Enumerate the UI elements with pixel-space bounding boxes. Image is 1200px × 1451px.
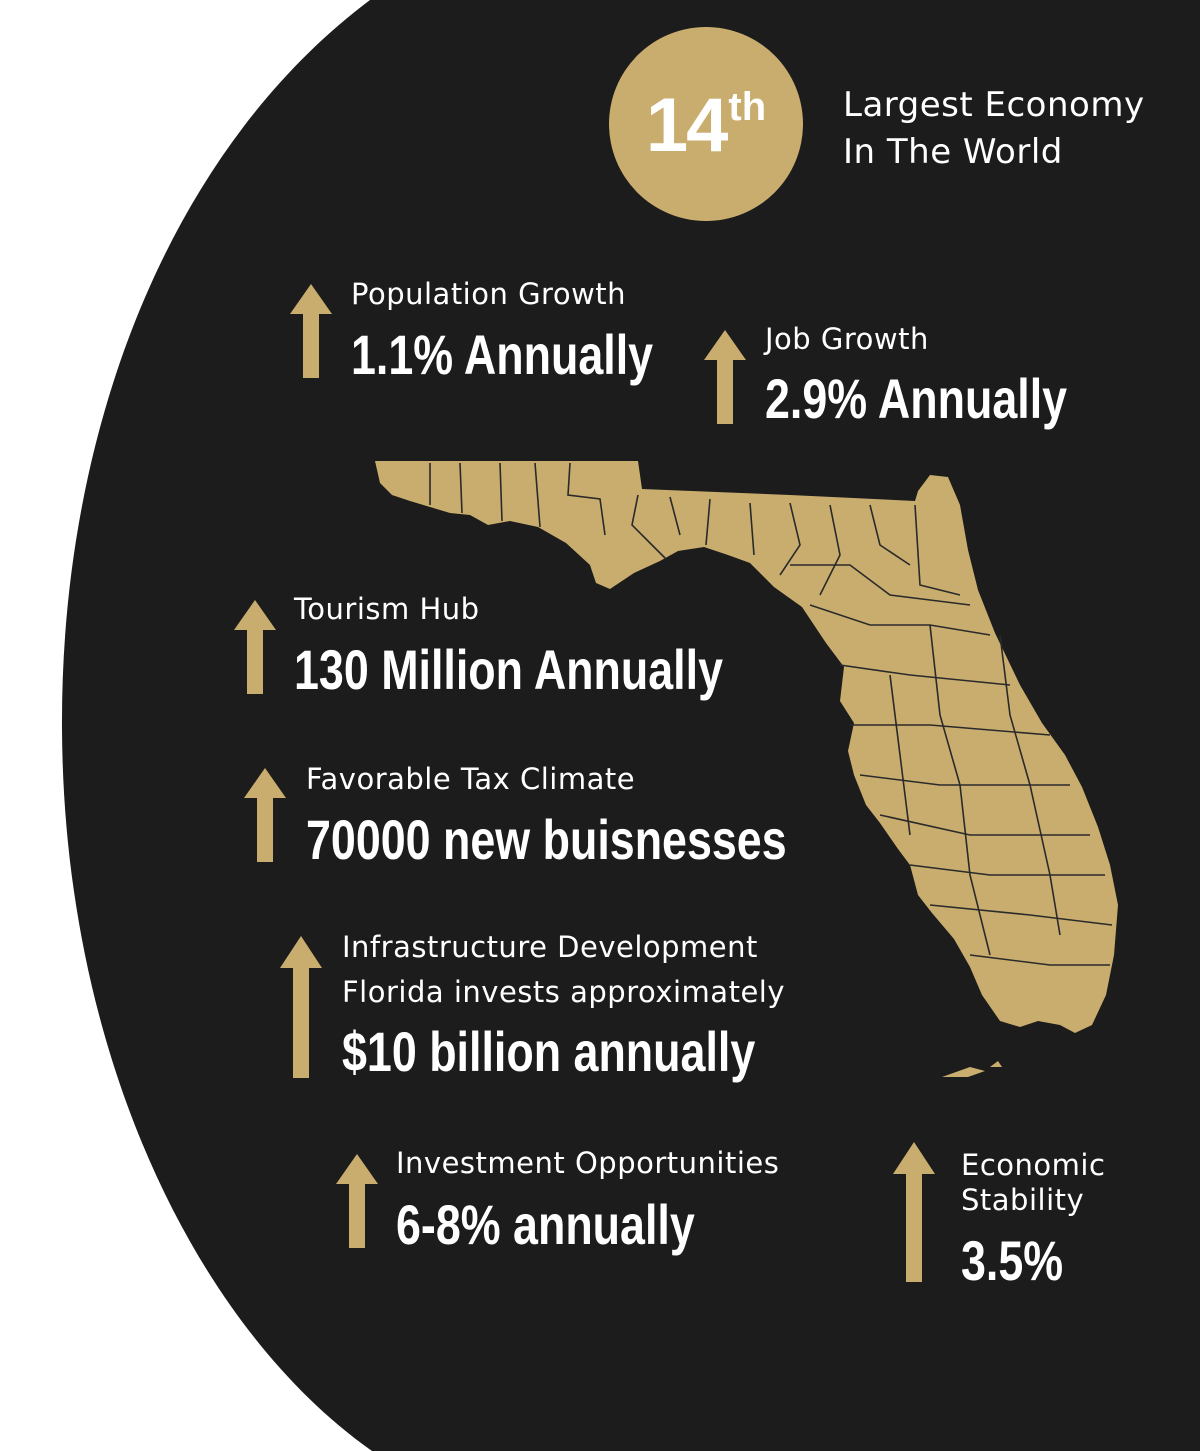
arrow-up-icon — [244, 768, 286, 862]
arrow-up-icon — [893, 1142, 935, 1282]
florida-map-icon — [375, 461, 1118, 1077]
infrastructure-sublabel: Florida invests approximately — [342, 975, 786, 1009]
rank-suffix: th — [728, 85, 767, 129]
rank-badge: 14 th — [609, 27, 803, 221]
infrastructure-label: Infrastructure Development — [342, 930, 758, 964]
population-value: 1.1% Annually — [351, 323, 654, 386]
arrow-up-icon — [234, 600, 276, 694]
arrow-up-icon — [290, 284, 332, 378]
arrow-up-icon — [280, 936, 322, 1078]
jobs-value: 2.9% Annually — [765, 367, 1068, 430]
tourism-label: Tourism Hub — [294, 592, 480, 626]
tax-label: Favorable Tax Climate — [306, 762, 636, 796]
stability-label-line-2: Stability — [961, 1183, 1085, 1217]
tax-value: 70000 new buisnesses — [306, 808, 787, 871]
stability-label-line-1: Economic — [961, 1148, 1106, 1182]
rank-number: 14 — [645, 83, 729, 168]
headline-line-1: Largest Economy — [843, 85, 1145, 125]
arrow-up-icon — [336, 1154, 378, 1248]
headline-line-2: In The World — [843, 132, 1063, 172]
population-label: Population Growth — [351, 277, 627, 311]
infrastructure-value: $10 billion annually — [342, 1020, 756, 1083]
tourism-value: 130 Million Annually — [294, 638, 723, 701]
headline: Largest Economy In The World — [843, 82, 1183, 176]
stability-value: 3.5% — [961, 1229, 1064, 1292]
jobs-label: Job Growth — [765, 322, 929, 356]
investment-value: 6-8% annually — [396, 1193, 695, 1256]
arrow-up-icon — [704, 330, 746, 424]
investment-label: Investment Opportunities — [396, 1146, 780, 1180]
